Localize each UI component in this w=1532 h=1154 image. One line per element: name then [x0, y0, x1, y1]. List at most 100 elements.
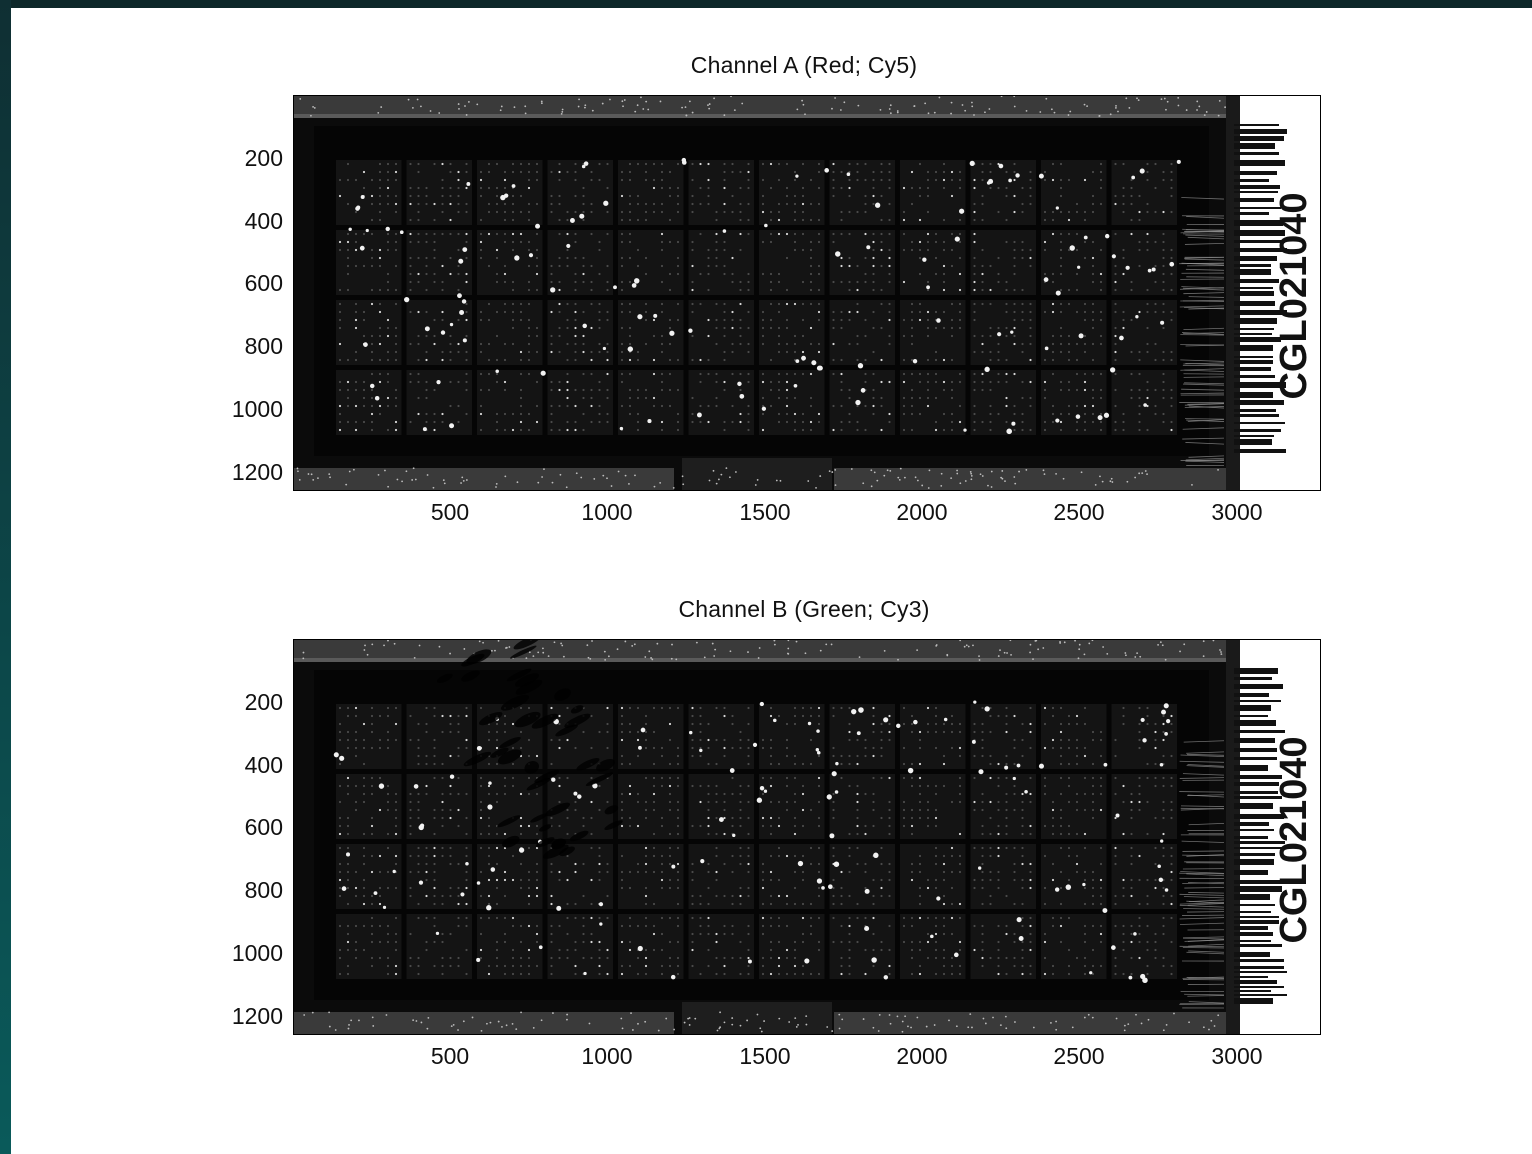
bright-spot	[346, 852, 351, 857]
barcode-bar	[1234, 279, 1279, 283]
subarray-block	[688, 160, 754, 225]
bright-spot	[1110, 367, 1116, 373]
bright-spot	[1043, 277, 1049, 282]
bright-spot	[341, 886, 347, 891]
bright-spot	[528, 253, 534, 258]
subarray-block	[336, 914, 402, 979]
subarray-block	[1111, 914, 1177, 979]
bright-spot	[732, 833, 736, 837]
bright-spot	[756, 797, 763, 803]
x-tick-label: 500	[430, 1043, 470, 1069]
bright-spot	[581, 164, 586, 169]
barcode-bar	[1234, 738, 1275, 743]
barcode-bar	[1234, 757, 1277, 760]
bright-spot	[696, 412, 702, 418]
bright-spot	[795, 174, 799, 178]
subarray-block	[336, 704, 402, 769]
bright-spot	[954, 236, 960, 242]
bright-spot	[856, 731, 861, 736]
bright-spot	[834, 790, 839, 794]
bright-spot	[490, 867, 496, 872]
subarray-block	[970, 230, 1036, 295]
bright-spot	[365, 228, 369, 233]
bright-spot	[1102, 908, 1108, 914]
subarray-block	[547, 300, 613, 365]
bright-spot	[339, 755, 345, 761]
subarray-block	[1111, 774, 1177, 839]
bright-spot	[671, 864, 676, 869]
bright-spot	[773, 718, 777, 723]
bright-spot	[360, 195, 365, 200]
subarray-block	[618, 370, 684, 435]
barcode-bar	[1234, 345, 1273, 351]
bright-spot	[476, 957, 481, 963]
subarray-block	[900, 774, 966, 839]
bright-spot	[577, 794, 582, 799]
bright-spot	[864, 888, 870, 894]
y-tick-label: 600	[244, 270, 283, 296]
bright-spot	[540, 370, 546, 376]
bright-spot	[359, 245, 365, 251]
bright-spot	[598, 902, 604, 907]
subarray-block	[618, 230, 684, 295]
window-left-band	[0, 0, 11, 1154]
bright-spot	[399, 230, 404, 235]
bright-spot	[729, 768, 735, 773]
barcode-bar	[1234, 859, 1274, 865]
barcode-bar	[1234, 829, 1274, 831]
bright-spot	[936, 896, 941, 901]
panel-b-microarray-image: CGL021040	[294, 640, 1320, 1034]
subarray-block	[406, 914, 472, 979]
bright-spot	[922, 257, 927, 262]
bright-spot	[1103, 412, 1110, 418]
bright-spot	[392, 869, 396, 874]
bright-spot	[973, 700, 977, 704]
subarray-block	[1111, 230, 1177, 295]
subarray-block	[900, 160, 966, 225]
barcode-bar	[1234, 129, 1287, 134]
bright-spot	[907, 767, 914, 774]
bright-spot	[997, 332, 1002, 337]
subarray-block	[829, 230, 895, 295]
bright-spot	[1164, 732, 1168, 736]
barcode-bar	[1234, 782, 1279, 786]
barcode-bar	[1234, 847, 1285, 849]
subarray-block	[406, 160, 472, 225]
bright-spot	[551, 777, 556, 782]
barcode-text: CGL021040	[1273, 192, 1315, 399]
barcode-bar	[1234, 287, 1273, 289]
bright-spot	[943, 717, 948, 722]
subarray-block	[336, 300, 402, 365]
subarray-block	[336, 160, 402, 225]
subarray-block	[547, 230, 613, 295]
bright-spot	[631, 283, 637, 288]
barcode-bar	[1234, 998, 1273, 1004]
bright-spot	[436, 379, 441, 385]
slide-clip	[682, 458, 832, 490]
barcode-bar	[1234, 971, 1287, 973]
bright-spot	[573, 791, 578, 796]
x-tick-label: 1000	[581, 499, 633, 525]
subarray-block	[829, 300, 895, 365]
bright-spot	[828, 884, 833, 889]
bright-spot	[833, 861, 840, 867]
barcode-bar	[1234, 980, 1277, 984]
bright-spot	[747, 959, 752, 964]
bright-spot	[1103, 762, 1108, 767]
barcode-bar	[1234, 207, 1281, 209]
bright-spot	[986, 181, 991, 185]
barcode-bar	[1234, 179, 1269, 182]
subarray-block	[618, 914, 684, 979]
panel-b-image: CGL021040	[293, 639, 1321, 1035]
bright-spot	[930, 934, 934, 939]
bright-spot	[619, 426, 624, 431]
subarray-block	[970, 300, 1036, 365]
barcode-bar	[1234, 791, 1278, 794]
barcode-bar	[1234, 382, 1286, 388]
barcode-bar	[1234, 870, 1268, 875]
bright-spot	[486, 905, 492, 911]
bright-spot	[1006, 428, 1013, 435]
barcode-bar	[1234, 152, 1279, 155]
bright-spot	[846, 172, 851, 177]
barcode-bar	[1234, 966, 1284, 969]
